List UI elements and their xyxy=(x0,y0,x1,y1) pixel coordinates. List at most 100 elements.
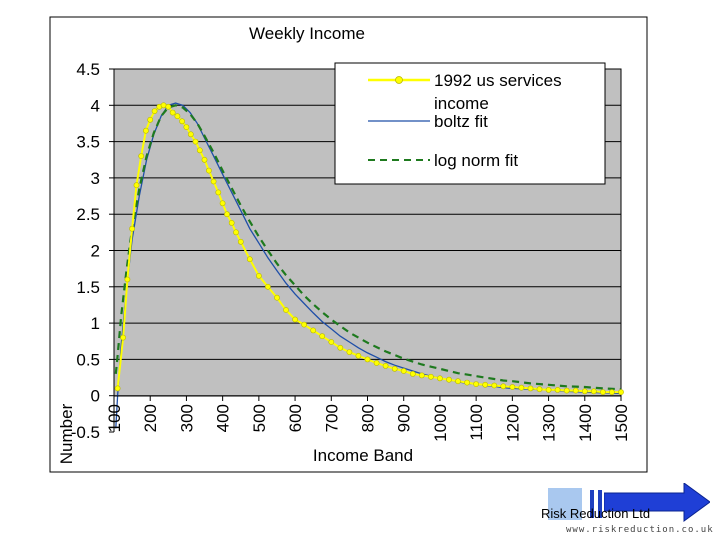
income-data-point xyxy=(151,108,158,114)
income-data-point xyxy=(355,352,362,359)
y-tick-label: 2.5 xyxy=(76,205,100,224)
income-data-point xyxy=(373,360,380,366)
x-tick-label: 900 xyxy=(395,404,414,432)
income-data-point xyxy=(169,109,176,116)
y-tick-label: 3.5 xyxy=(76,133,100,152)
income-data-point xyxy=(215,189,222,196)
x-tick-label: 300 xyxy=(177,404,196,432)
income-data-point xyxy=(283,307,289,313)
legend-entry-income: 1992 us services income xyxy=(368,71,562,113)
income-data-point xyxy=(554,386,561,393)
x-tick-label: 800 xyxy=(359,404,378,432)
income-data-point xyxy=(319,333,326,340)
income-data-point xyxy=(518,384,525,391)
income-data-point xyxy=(609,389,615,395)
y-tick-label: 3 xyxy=(91,169,100,188)
series-income-line xyxy=(116,104,621,394)
y-tick-label: 1 xyxy=(91,314,100,333)
income-data-point xyxy=(224,211,230,218)
x-tick-label: 200 xyxy=(141,404,160,432)
x-tick-label: 1500 xyxy=(612,404,631,442)
x-tick-label: 600 xyxy=(286,404,305,432)
income-data-point xyxy=(581,388,588,395)
legend-label-income-line1: 1992 us services xyxy=(434,71,562,90)
income-data-point xyxy=(473,381,479,387)
income-data-point xyxy=(328,339,335,345)
legend-marker-income xyxy=(395,76,403,84)
x-axis-title: Income Band xyxy=(313,446,413,465)
income-data-point xyxy=(246,256,253,263)
y-axis-ticks: 4.5 4 3.5 3 2.5 2 1.5 1 0.5 0 -0.5 xyxy=(71,60,114,442)
income-data-point xyxy=(292,316,298,323)
income-data-point xyxy=(114,385,121,392)
income-data-point xyxy=(491,382,498,389)
income-data-point xyxy=(138,153,145,159)
income-data-point xyxy=(301,321,307,328)
income-data-point xyxy=(418,372,425,379)
income-data-point xyxy=(255,272,262,279)
y-tick-label: 0.5 xyxy=(76,350,100,369)
next-arrow-icon xyxy=(604,483,710,522)
legend-entry-boltz: boltz fit xyxy=(368,112,488,131)
income-data-point xyxy=(210,178,217,185)
income-data-point xyxy=(142,127,149,134)
income-data-point xyxy=(179,118,185,125)
income-data-point xyxy=(196,147,203,154)
y-tick-label: 2 xyxy=(91,242,100,261)
x-axis-ticks: 100 200 300 400 500 600 700 800 900 1000 1100 1200 1… xyxy=(105,396,631,442)
income-data-point xyxy=(382,362,389,369)
income-data-point xyxy=(237,238,244,245)
income-data-point xyxy=(500,383,507,390)
income-data-point xyxy=(205,167,212,174)
legend-label-income-line2: income xyxy=(434,94,489,113)
income-data-point xyxy=(174,113,181,120)
income-data-point xyxy=(120,334,126,341)
income-data-point xyxy=(590,388,597,395)
income-data-point xyxy=(364,356,371,363)
x-tick-label: 1300 xyxy=(540,404,559,442)
income-data-point xyxy=(427,373,434,380)
income-data-point xyxy=(409,370,416,377)
legend-label-boltz: boltz fit xyxy=(434,112,488,131)
x-tick-label: 100 xyxy=(105,404,124,432)
x-tick-label: 1000 xyxy=(431,404,450,442)
income-data-point xyxy=(455,378,461,385)
income-data-point xyxy=(228,219,235,226)
company-logo[interactable]: Risk Reduction Ltd www.riskreduction.co.… xyxy=(538,480,720,540)
income-data-point xyxy=(187,131,194,138)
x-tick-label: 1200 xyxy=(503,404,522,442)
income-data-point xyxy=(133,182,140,189)
x-tick-label: 400 xyxy=(214,404,233,432)
company-website: www.riskreduction.co.uk xyxy=(566,525,714,535)
income-data-point xyxy=(436,375,443,382)
income-data-point xyxy=(346,349,353,355)
income-data-point xyxy=(509,384,516,390)
income-data-point xyxy=(545,386,552,393)
x-tick-label: 1400 xyxy=(576,404,595,442)
legend-entry-lognorm: log norm fit xyxy=(368,151,518,170)
y-axis-title: Number xyxy=(57,403,76,464)
legend-label-lognorm: log norm fit xyxy=(434,151,518,170)
income-data-point xyxy=(147,116,154,123)
income-data-point xyxy=(233,229,239,236)
income-data-point xyxy=(563,387,570,394)
income-data-point xyxy=(391,365,398,372)
logo-square-icon xyxy=(548,488,582,520)
income-data-point xyxy=(165,103,172,110)
income-data-point xyxy=(124,276,131,283)
income-data-point xyxy=(464,379,470,386)
income-data-point xyxy=(527,385,534,392)
income-data-point xyxy=(201,156,208,163)
income-data-point xyxy=(219,200,226,207)
income-data-point xyxy=(274,294,280,301)
income-data-point xyxy=(183,124,190,130)
x-tick-label: 700 xyxy=(322,404,341,432)
legend: 1992 us services income boltz fit log no… xyxy=(334,62,606,185)
y-tick-label: 0 xyxy=(91,387,100,406)
income-data-point xyxy=(264,283,271,290)
y-tick-label: -0.5 xyxy=(71,423,100,442)
company-name: Risk Reduction Ltd xyxy=(541,506,651,521)
income-data-point xyxy=(310,327,317,334)
series-layer xyxy=(114,102,624,429)
